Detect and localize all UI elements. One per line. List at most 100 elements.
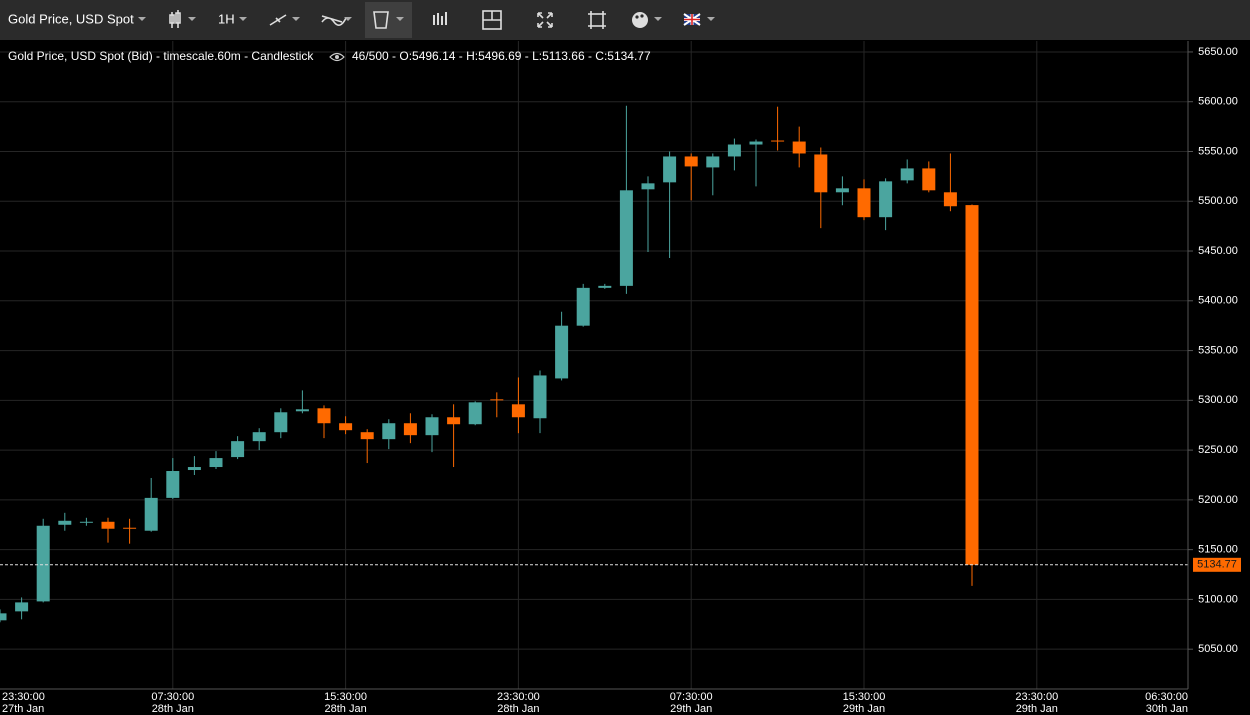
instrument-selector[interactable]: Gold Price, USD Spot xyxy=(8,11,134,26)
candle-body xyxy=(663,156,677,183)
x-tick-date: 29th Jan xyxy=(843,703,885,715)
interval-selector[interactable]: 1H xyxy=(218,11,235,26)
y-tick-label: 5250.00 xyxy=(1198,444,1238,456)
candle-body xyxy=(58,520,72,525)
visibility-icon[interactable] xyxy=(329,52,345,62)
line-tool-button[interactable] xyxy=(269,14,300,26)
candle-body xyxy=(144,497,158,531)
candle-body xyxy=(166,471,180,498)
y-tick-label: 5400.00 xyxy=(1198,295,1238,307)
candle-body xyxy=(447,417,461,425)
toolbar: Gold Price, USD Spot 1H xyxy=(0,0,1250,40)
candle-body xyxy=(879,181,893,218)
candle-body xyxy=(706,156,720,168)
candle-body xyxy=(555,325,569,379)
x-tick-label: 23:30:00 xyxy=(2,691,45,703)
candle-body xyxy=(231,441,245,458)
theme-button[interactable] xyxy=(632,12,662,28)
candle-body xyxy=(79,521,93,523)
trash-icon xyxy=(373,11,389,29)
candle-body xyxy=(252,432,266,442)
layout-button[interactable] xyxy=(482,10,502,30)
y-tick-label: 5100.00 xyxy=(1198,593,1238,605)
caret xyxy=(239,17,247,21)
last-price-box xyxy=(1193,557,1241,572)
candle-body xyxy=(468,402,482,425)
last-price-label: 5134.77 xyxy=(1197,559,1237,571)
candle-body xyxy=(857,188,871,218)
candle-body xyxy=(533,375,547,419)
candle-body xyxy=(339,423,353,431)
x-tick-date: 30th Jan xyxy=(1146,703,1188,715)
x-tick-label: 23:30:00 xyxy=(1015,691,1058,703)
x-tick-label: 07:30:00 xyxy=(151,691,194,703)
language-button[interactable] xyxy=(683,13,715,26)
candle-body xyxy=(943,192,957,207)
y-tick-label: 5200.00 xyxy=(1198,494,1238,506)
candle-body xyxy=(965,205,979,565)
candle-body xyxy=(382,423,396,440)
candle-body xyxy=(727,144,741,157)
indicator-button[interactable] xyxy=(321,15,352,26)
candle-body xyxy=(900,168,914,181)
candle-body xyxy=(511,404,525,418)
x-tick-label: 15:30:00 xyxy=(324,691,367,703)
candle-body xyxy=(36,525,50,602)
candle-body xyxy=(295,409,309,412)
x-tick-date: 28th Jan xyxy=(152,703,194,715)
delete-button[interactable] xyxy=(365,2,412,38)
x-tick-date: 29th Jan xyxy=(670,703,712,715)
y-tick-label: 5650.00 xyxy=(1198,46,1238,58)
candle-body xyxy=(274,412,288,433)
candle-body xyxy=(598,285,612,288)
candle-body xyxy=(425,417,439,436)
y-tick-label: 5550.00 xyxy=(1198,145,1238,157)
candle-body xyxy=(15,602,29,612)
y-tick-label: 5600.00 xyxy=(1198,96,1238,108)
y-axis-labels: 5000.005050.005100.005150.005200.005250.… xyxy=(1198,46,1238,655)
y-tick-label: 5150.00 xyxy=(1198,544,1238,556)
x-tick-date: 27th Jan xyxy=(2,703,44,715)
candle-body xyxy=(814,154,828,193)
chart-type-button[interactable] xyxy=(169,10,196,28)
y-tick-label: 5300.00 xyxy=(1198,394,1238,406)
x-tick-date: 28th Jan xyxy=(324,703,366,715)
caret xyxy=(138,17,146,21)
candle-body xyxy=(641,183,655,190)
fullscreen-button[interactable] xyxy=(537,12,553,28)
candle-body xyxy=(123,527,137,529)
candle-body xyxy=(360,432,374,440)
y-tick-label: 5450.00 xyxy=(1198,245,1238,257)
y-tick-label: 5350.00 xyxy=(1198,344,1238,356)
candle-body xyxy=(209,458,223,468)
candle-body xyxy=(684,156,698,167)
candles xyxy=(0,105,1188,623)
candle-body xyxy=(619,190,633,286)
candle-body xyxy=(317,408,331,424)
candle-body xyxy=(576,287,590,326)
x-tick-label: 15:30:00 xyxy=(843,691,886,703)
fit-button[interactable] xyxy=(588,11,606,29)
ohlc-readout: 46/500 - O:5496.14 - H:5496.69 - L:5113.… xyxy=(352,49,651,63)
candle-body xyxy=(771,140,785,142)
toolbar-bg xyxy=(0,0,1250,40)
candle-body xyxy=(101,521,115,529)
volume-button[interactable] xyxy=(433,12,447,25)
y-tick-label: 5050.00 xyxy=(1198,643,1238,655)
y-tick-label: 5500.00 xyxy=(1198,195,1238,207)
candle-body xyxy=(835,188,849,193)
x-tick-date: 28th Jan xyxy=(497,703,539,715)
candle-body xyxy=(187,467,201,471)
candle-body xyxy=(792,141,806,154)
x-tick-label: 07:30:00 xyxy=(670,691,713,703)
candle-body xyxy=(922,168,936,191)
x-tick-label: 06:30:00 xyxy=(1145,691,1188,703)
candle-body xyxy=(0,613,7,621)
candle-body xyxy=(490,399,504,401)
candle-body xyxy=(749,141,763,145)
chart-title: Gold Price, USD Spot (Bid) - timescale.6… xyxy=(8,49,314,63)
